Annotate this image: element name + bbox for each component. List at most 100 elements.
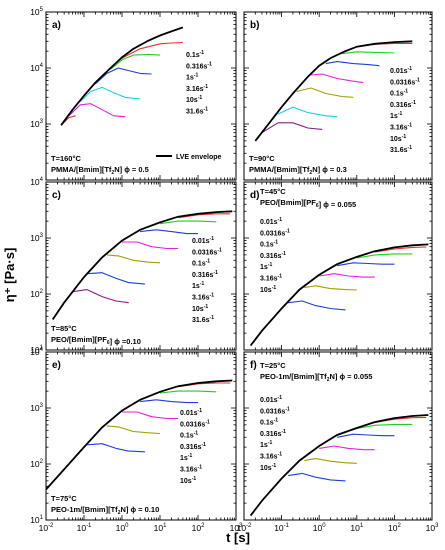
y-tick-label: 101 <box>30 515 43 525</box>
legend-entry: 0.01s-1 <box>260 395 282 404</box>
series-line <box>310 73 364 84</box>
legend-entry: 3.16s-1 <box>260 274 282 283</box>
series-line <box>159 390 217 394</box>
temperature-label: T=85°C <box>51 324 77 333</box>
x-tick-label: 10-1 <box>274 523 289 533</box>
legend-entry: 0.0316s-1 <box>260 406 290 415</box>
y-tick-label: 104 <box>30 347 43 357</box>
plot-area <box>51 210 233 321</box>
series-line <box>261 122 323 134</box>
temperature-label: T=75°C <box>51 494 77 503</box>
lve-envelope-line <box>60 26 184 126</box>
y-tick-label: 103 <box>30 403 43 413</box>
series-line <box>121 41 183 59</box>
series-line <box>337 262 395 267</box>
panel-a: 103 104 105 a) 0.1s-1 0.316s-1 1s-1 3.16s-1 10s-… <box>30 7 237 181</box>
series-line <box>159 220 217 225</box>
legend-entry: 0.01s-1 <box>390 66 412 75</box>
series-line <box>72 289 129 304</box>
y-axis-title: η⁺ [Pa·s] <box>2 248 17 303</box>
series-line <box>68 103 126 118</box>
panel-label: c) <box>52 190 61 201</box>
legend-entry: 1s-1 <box>390 111 402 120</box>
legend-entry: 0.01s-1 <box>260 217 282 226</box>
panel-c: 101 102 103 104 c) 0.01s-1 0.0316s-1 0.1s-1 0.31… <box>30 177 237 355</box>
panel-f: 10-2 10-1 100 101 102 103 f) 0.01s-1 0.0316s-1 0.… <box>237 351 439 533</box>
plot-area <box>249 414 429 517</box>
series-line <box>304 458 357 464</box>
series-line <box>319 445 375 451</box>
series-line <box>341 51 395 55</box>
lve-envelope-line <box>249 243 429 347</box>
x-tick-label: 102 <box>192 523 205 533</box>
legend-entry: 0.0316s-1 <box>180 419 210 428</box>
y-tick-label: 104 <box>30 63 43 73</box>
series-line <box>110 53 161 70</box>
series-line <box>140 229 198 235</box>
series-line <box>296 87 354 98</box>
panel-frame <box>243 181 433 351</box>
legend-entry: 0.1s-1 <box>260 418 278 427</box>
plot-area <box>46 379 233 491</box>
sample-label: PMMA/[Bmim][Tf2N] ϕ = 0.5 <box>51 165 149 176</box>
temperature-label: T=160°C <box>51 154 81 163</box>
y-tick-label: 102 <box>30 289 43 299</box>
sample-label: PEO/[Bmim][PF6] ϕ =0.10 <box>51 335 141 346</box>
legend-entry: 10s-1 <box>260 463 276 472</box>
series-line <box>336 433 395 438</box>
y-tick-label: 105 <box>30 7 43 17</box>
legend-entry: 3.16s-1 <box>390 123 412 132</box>
series-line <box>122 411 179 420</box>
lve-envelope-line <box>46 379 233 491</box>
series-line <box>178 213 231 219</box>
series-line <box>86 272 145 285</box>
lve-envelope-line <box>249 414 429 517</box>
x-tick-label: 103 <box>230 523 243 533</box>
legend-entry: 10s-1 <box>186 95 202 104</box>
x-axis-title: t [s] <box>226 530 250 545</box>
y-tick-label: 102 <box>30 459 43 469</box>
legend-entry: 3.16s-1 <box>260 452 282 461</box>
legend-entry: 0.1s-1 <box>180 431 198 440</box>
panel-frame <box>45 351 237 521</box>
y-tick-label: 101 <box>30 345 43 355</box>
series-line <box>79 86 141 103</box>
panel-label: f) <box>250 360 257 371</box>
plot-area <box>249 243 429 347</box>
sample-label: PMMA/[Bmim][Tf2N] ϕ = 0.3 <box>249 165 347 176</box>
legend-entry: 1s-1 <box>260 262 272 271</box>
series-line <box>277 106 338 118</box>
series-line <box>325 61 380 67</box>
x-tick-label: 103 <box>426 523 439 533</box>
panel-d: d) 0.01s-1 0.0316s-1 0.1s-1 0.316s-1 1s-1 3.16… <box>243 181 433 351</box>
legend-entry: 1s-1 <box>260 440 272 449</box>
legend-entry: 1s-1 <box>186 73 198 82</box>
series-line <box>60 115 76 126</box>
legend-entry: 3.16s-1 <box>192 293 214 302</box>
series-line <box>106 254 161 264</box>
panel-label: e) <box>52 360 61 371</box>
legend-entry: 0.316s-1 <box>390 100 416 109</box>
series-line <box>106 425 161 435</box>
series-line <box>356 253 413 259</box>
legend-entry: 0.1s-1 <box>390 89 408 98</box>
legend-entry: 0.01s-1 <box>180 408 202 417</box>
legend-entry: 10s-1 <box>260 285 276 294</box>
temperature-label: T=45°C <box>260 187 286 196</box>
series-line <box>356 423 413 430</box>
series-line <box>304 285 357 291</box>
panel-frame <box>243 11 433 181</box>
lve-envelope-line <box>51 210 233 321</box>
x-tick-label: 10-2 <box>39 523 54 533</box>
legend-entry: 0.1s-1 <box>192 259 210 268</box>
y-tick-label: 103 <box>30 119 43 129</box>
panel-e: 101 102 103 104 10-2 10-1 100 101 102 103 e) 0.01s-… <box>30 347 243 533</box>
panel-label: d) <box>250 190 259 201</box>
lve-legend-label: LVE envelope <box>176 154 221 161</box>
legend-entry: 0.316s-1 <box>186 61 212 70</box>
panel-frame <box>243 351 433 521</box>
x-tick-label: 10-1 <box>77 523 92 533</box>
legend-entry: 0.316s-1 <box>180 442 206 451</box>
legend-entry: 0.01s-1 <box>192 236 214 245</box>
